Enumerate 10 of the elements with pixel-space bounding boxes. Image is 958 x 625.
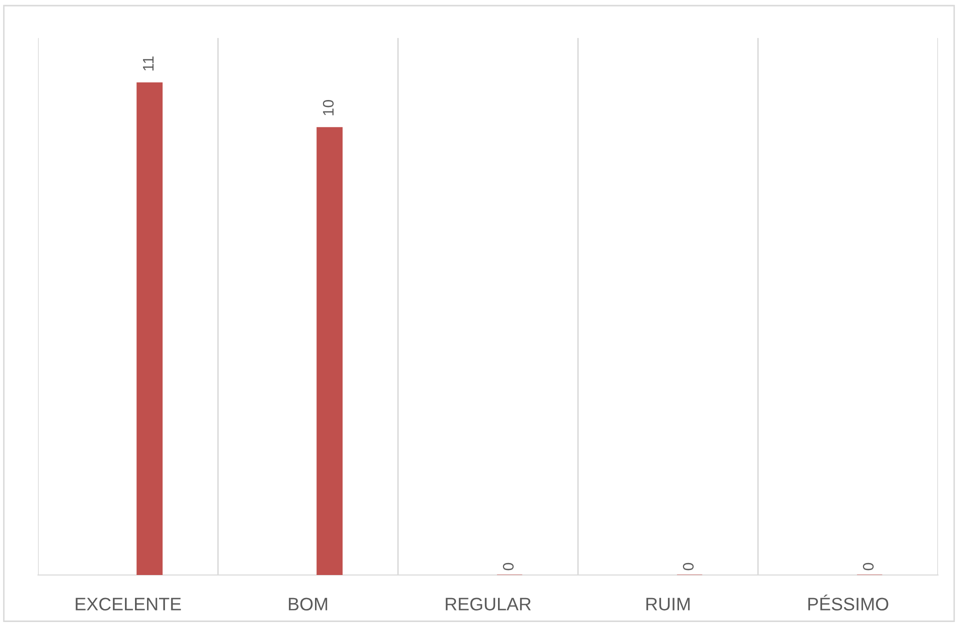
x-tick-label: PÉSSIMO (808, 594, 888, 610)
x-tick-label: REGULAR (446, 598, 531, 610)
x-tick-label: BOM (288, 598, 328, 610)
data-label: 10 (322, 100, 334, 116)
data-label: 0 (502, 562, 514, 570)
data-label: 0 (682, 562, 694, 570)
x-tick-label: RUIM (646, 598, 690, 610)
x-tick-label: EXCELENTE (76, 598, 181, 610)
data-label: 11 (143, 56, 154, 70)
data-label: 0 (862, 562, 874, 570)
